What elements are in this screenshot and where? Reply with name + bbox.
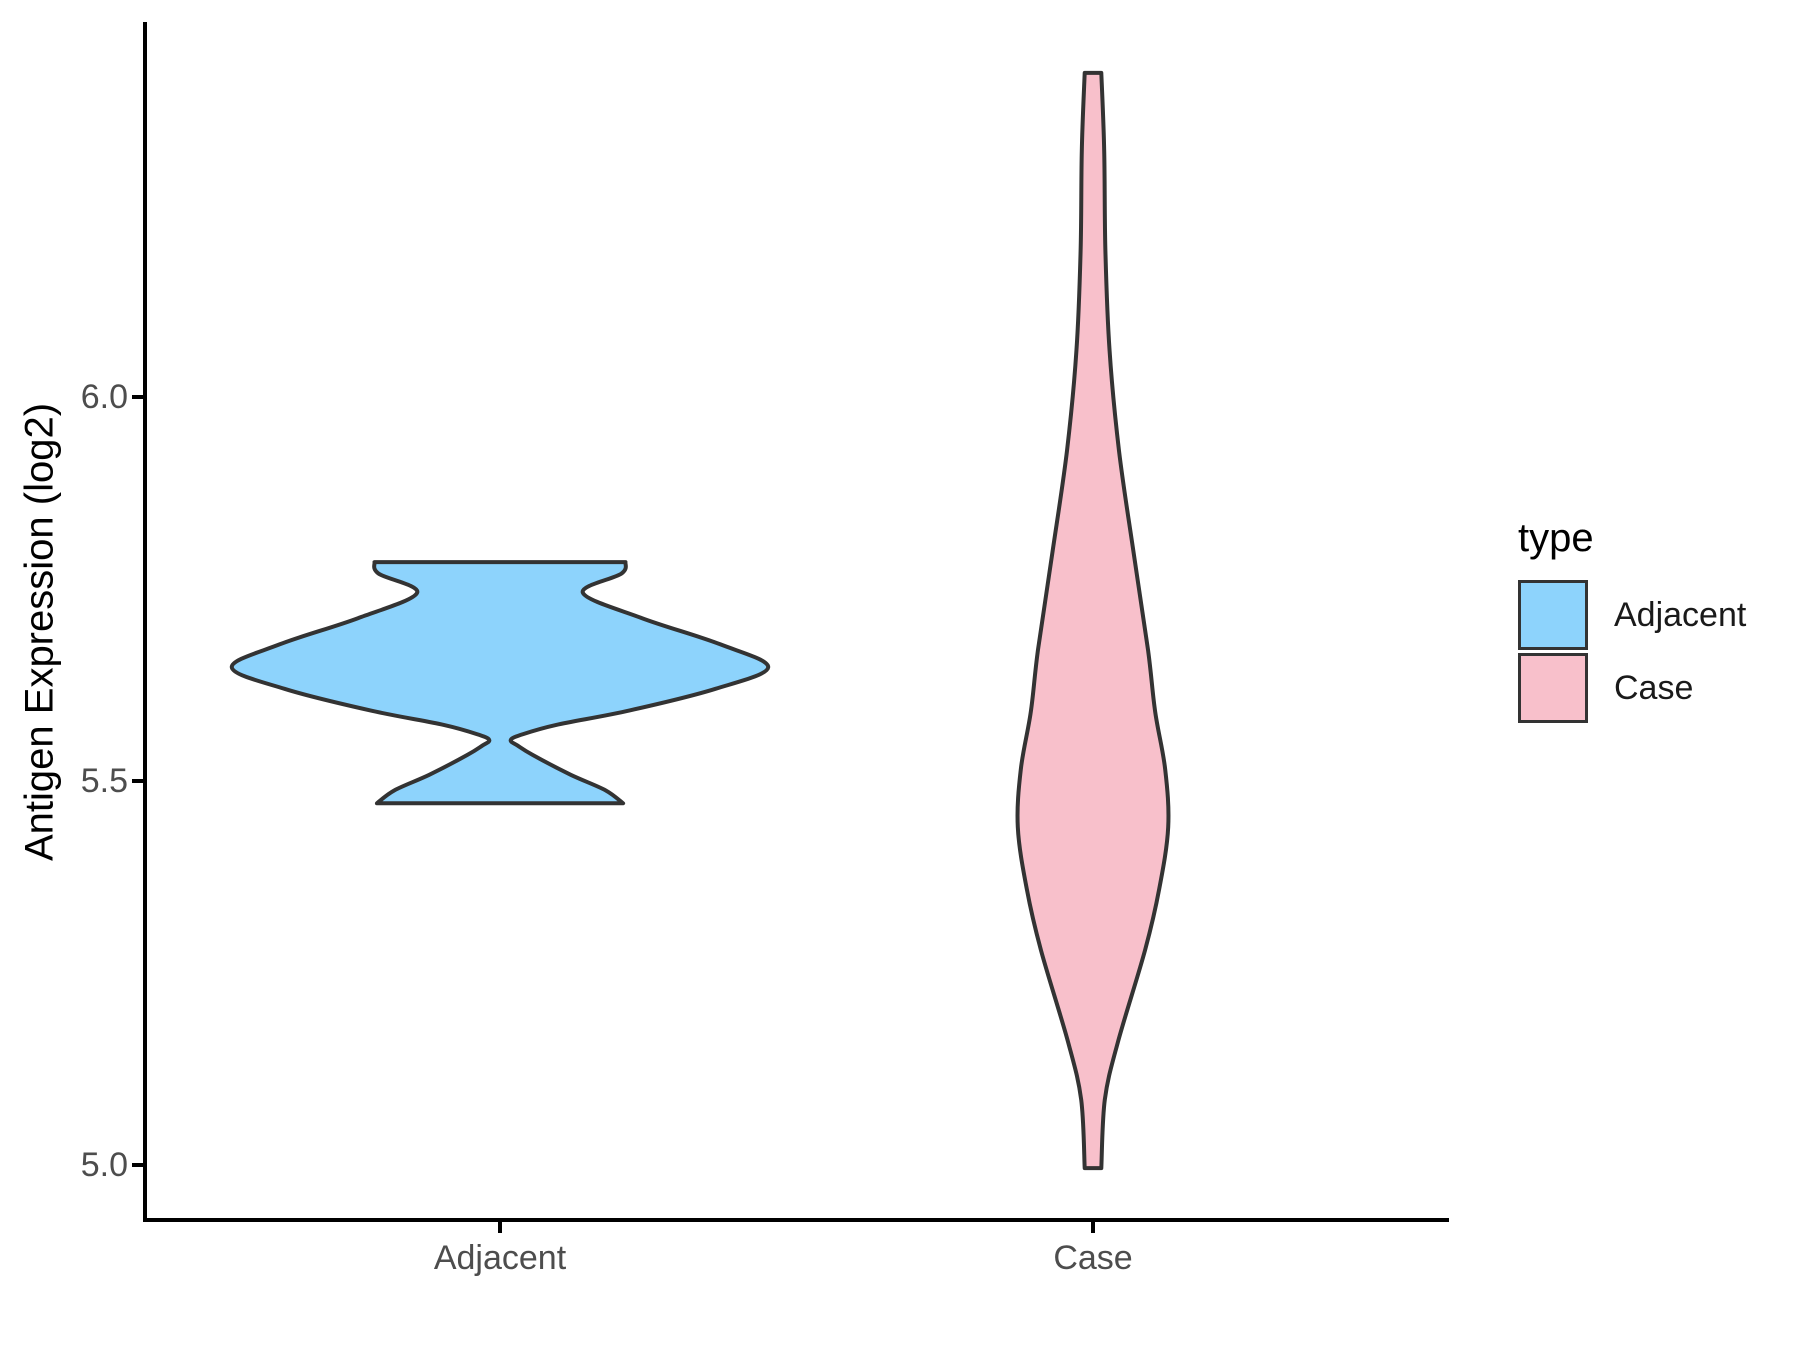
x-tick-label-adjacent: Adjacent <box>433 1239 567 1277</box>
y-tick-label: 6.0 <box>80 378 128 416</box>
legend-label: Adjacent <box>1614 595 1747 634</box>
violin-adjacent <box>229 560 771 806</box>
legend-entry-case: Case <box>1518 653 1800 723</box>
violin-case <box>1015 70 1171 1171</box>
legend-swatch-case <box>1518 653 1588 723</box>
legend-title: type <box>1518 516 1594 560</box>
legend-label: Case <box>1614 668 1694 707</box>
y-tick-label: 5.0 <box>80 1146 128 1184</box>
y-tick-label: 5.5 <box>80 762 128 800</box>
x-tick-label-case: Case <box>1053 1239 1133 1277</box>
legend-entry-adjacent: Adjacent <box>1518 580 1800 650</box>
legend-entries: Adjacent Case <box>1518 580 1800 723</box>
legend-swatch-adjacent <box>1518 580 1588 650</box>
legend: type Adjacent Case <box>1518 514 1800 726</box>
